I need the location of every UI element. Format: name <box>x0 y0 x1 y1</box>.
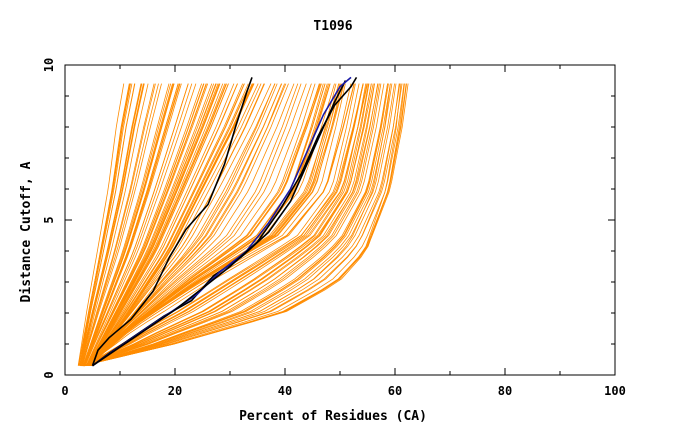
fast-model-line <box>90 83 249 366</box>
mid-model-line <box>90 83 321 366</box>
slow-model-line <box>82 83 405 367</box>
mid-model-line <box>89 83 307 366</box>
fast-model-line <box>77 83 125 366</box>
slow-model-line <box>85 83 364 367</box>
x-tick-label: 60 <box>388 384 402 398</box>
y-axis-label: Distance Cutoff, A <box>19 161 34 302</box>
fast-model-line <box>84 83 193 366</box>
fast-model-line <box>81 83 149 366</box>
slow-model-line <box>85 83 379 367</box>
slow-model-line <box>84 83 360 367</box>
slow-model-line <box>83 83 403 367</box>
x-tick-label: 80 <box>498 384 512 398</box>
fast-model-line <box>79 83 142 366</box>
fast-model-line <box>83 83 175 366</box>
slow-model-line <box>83 83 389 367</box>
slow-model-line <box>84 83 375 367</box>
y-tick-label: 0 <box>42 371 56 378</box>
slow-model-line <box>83 83 382 367</box>
mid-model-line <box>85 83 343 367</box>
fast-model-line <box>82 83 170 366</box>
fast-model-line <box>79 83 133 366</box>
fast-model-line <box>85 83 197 366</box>
slow-model-line <box>84 83 379 367</box>
fast-model-line <box>79 83 130 366</box>
mid-model-line <box>90 83 276 366</box>
fast-model-line <box>87 83 213 366</box>
fast-model-line <box>88 83 224 366</box>
mid-model-line <box>88 83 299 366</box>
fast-model-line <box>88 83 221 366</box>
axis-ticks: 0 20 40 60 80 100 0 5 10 <box>42 58 626 398</box>
slow-model-line <box>85 83 352 367</box>
fast-model-line <box>86 83 205 366</box>
mid-model-line <box>88 83 302 366</box>
slow-model-line <box>85 83 346 367</box>
x-tick-label: 0 <box>61 384 68 398</box>
x-tick-label: 20 <box>168 384 182 398</box>
highlighted-model-lines <box>91 76 358 367</box>
fast-model-line <box>83 83 172 366</box>
slow-model-line <box>82 83 400 367</box>
slow-model-line <box>83 83 391 367</box>
fast-model-line <box>90 83 245 366</box>
mid-model-line <box>90 83 265 366</box>
highlight-series-line-1 <box>91 77 253 366</box>
chart-title: T1096 <box>313 19 352 34</box>
x-tick-label: 100 <box>604 384 626 398</box>
mid-model-line <box>89 83 312 366</box>
fast-model-line <box>83 83 189 366</box>
mid-model-line <box>88 83 320 366</box>
fast-model-line <box>89 83 244 366</box>
mid-model-line <box>90 83 289 366</box>
slow-model-line <box>81 83 391 367</box>
slow-model-line <box>83 83 370 367</box>
fast-model-line <box>89 83 229 366</box>
fast-model-line <box>83 83 179 366</box>
fast-model-line <box>81 83 155 366</box>
fast-model-line <box>81 83 159 366</box>
fast-model-line <box>88 83 217 366</box>
fast-model-line <box>86 83 202 366</box>
fast-model-line <box>81 83 145 366</box>
fast-model-line <box>91 83 254 366</box>
fast-model-line <box>90 83 238 366</box>
slow-model-line <box>86 83 374 367</box>
slow-model-line <box>84 83 356 367</box>
slow-model-line <box>84 83 385 367</box>
slow-model-line <box>83 83 380 367</box>
x-axis-label: Percent of Residues (CA) <box>239 409 427 424</box>
fast-model-line <box>79 83 136 366</box>
background-model-lines <box>77 83 409 367</box>
fast-model-line <box>81 83 162 366</box>
y-tick-label: 10 <box>42 58 56 72</box>
fast-model-line <box>88 83 235 366</box>
y-tick-label: 5 <box>42 216 56 223</box>
mid-model-line <box>90 83 278 366</box>
fast-model-line <box>91 83 259 366</box>
slow-model-line <box>83 83 395 367</box>
fast-model-line <box>91 83 251 366</box>
slow-model-line <box>83 83 367 367</box>
x-tick-label: 40 <box>278 384 292 398</box>
fast-model-line <box>84 83 181 366</box>
highlight-series-line-4 <box>92 76 358 367</box>
slow-model-line <box>83 83 388 367</box>
slow-model-line <box>82 83 407 367</box>
mid-model-line <box>88 83 355 367</box>
fast-model-line <box>88 83 227 366</box>
